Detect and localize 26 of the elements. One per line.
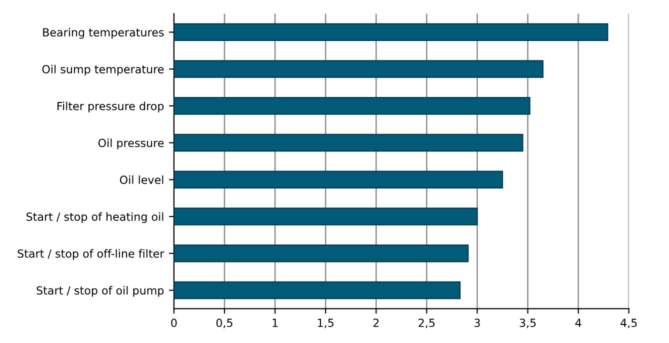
y-tick-label: Oil sump temperature (42, 64, 164, 76)
bar (174, 281, 461, 300)
x-tick-label: 0 (171, 318, 177, 328)
y-tick-label: Start / stop of oil pump (36, 286, 164, 297)
bar (174, 134, 524, 152)
y-tick-label: Oil level (120, 175, 164, 184)
x-tick-label: 3 (474, 318, 480, 328)
x-tick-label: 4,5 (620, 318, 637, 328)
bar (174, 208, 478, 226)
x-tick-label: 3,5 (520, 318, 536, 328)
x-tick-label: 0,5 (216, 318, 232, 328)
bar (174, 60, 544, 78)
bar (174, 23, 608, 42)
y-tick-label: Start / stop of off-line filter (18, 249, 164, 260)
x-tick-label: 2 (373, 318, 379, 327)
y-tick-label: Oil pressure (98, 138, 164, 150)
y-tick-label: Bearing temperatures (43, 28, 164, 39)
x-tick-label: 1 (272, 318, 278, 327)
y-tick-label: Filter pressure drop (58, 102, 164, 112)
x-tick-label: 1,5 (318, 318, 334, 328)
bar (174, 244, 469, 262)
x-tick-label: 4 (575, 318, 582, 327)
y-tick-label: Start / stop of heating oil (26, 212, 164, 224)
bar (174, 97, 530, 115)
bar (174, 170, 504, 188)
x-tick-label: 2,5 (418, 318, 435, 328)
